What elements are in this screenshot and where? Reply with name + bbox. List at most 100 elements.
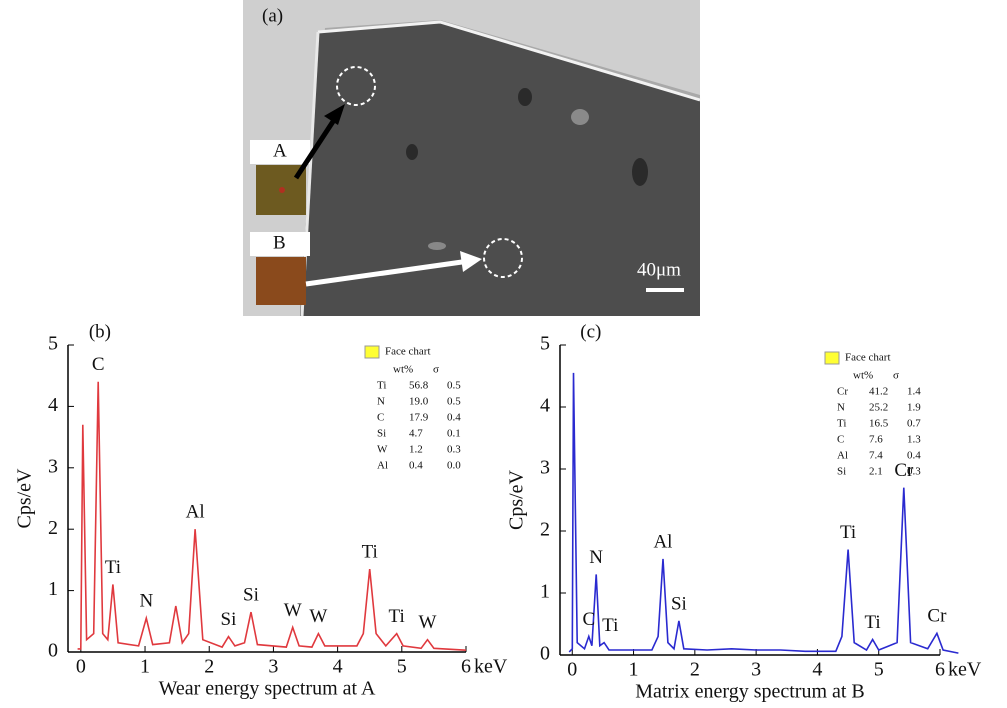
peak-label: W <box>419 612 437 633</box>
table-cell: 25.2 <box>869 402 888 414</box>
peak-label: Al <box>186 502 205 523</box>
y-axis-label: Cps/eV <box>506 469 528 530</box>
panel-label: (b) <box>89 321 111 342</box>
peak-label: Si <box>671 593 687 614</box>
panel-label: (a) <box>262 5 283 26</box>
peak-label: Ti <box>362 541 378 562</box>
legend-title: Face chart <box>385 346 431 358</box>
table-cell: N <box>837 402 845 414</box>
inset-a-spot <box>279 187 285 193</box>
legend-title: Face chart <box>845 352 891 364</box>
x-axis-label: Wear energy spectrum at A <box>159 678 376 700</box>
x-tick-label: 0 <box>567 659 577 681</box>
peak-label: Ti <box>602 615 618 636</box>
y-tick-label: 4 <box>48 394 58 416</box>
table-cell: Si <box>837 466 846 478</box>
table-cell: Al <box>837 450 848 462</box>
table-cell: 19.0 <box>409 396 429 408</box>
table-header: wt% <box>853 370 873 382</box>
peak-label: Si <box>243 584 259 605</box>
table-cell: 2.1 <box>869 466 883 478</box>
table-header: σ <box>893 370 899 382</box>
x-unit: keV <box>474 656 508 678</box>
y-tick-label: 2 <box>540 519 550 541</box>
table-cell: 0.4 <box>447 412 461 424</box>
x-tick-label: 0 <box>76 656 86 678</box>
x-tick-label: 4 <box>333 656 343 678</box>
peak-label: Ti <box>105 557 121 578</box>
sem-pit <box>518 88 532 106</box>
inset-label: B <box>273 232 286 253</box>
y-tick-label: 5 <box>48 333 58 355</box>
y-axis-label: Cps/eV <box>14 468 36 529</box>
table-cell: C <box>837 434 844 446</box>
table-cell: C <box>377 412 384 424</box>
legend-swatch <box>825 352 839 364</box>
x-tick-label: 6 <box>461 656 471 678</box>
y-tick-label: 0 <box>540 643 550 665</box>
peak-label: Ti <box>840 522 856 543</box>
peak-label: N <box>139 591 153 612</box>
table-cell: 0.4 <box>907 450 921 462</box>
peak-label: Ti <box>864 612 880 633</box>
peak-label: Si <box>221 609 237 630</box>
table-header: wt% <box>393 364 413 376</box>
peak-label: Cr <box>927 606 947 627</box>
table-cell: 0.5 <box>447 380 461 392</box>
table-cell: Ti <box>837 418 846 430</box>
table-cell: 16.5 <box>869 418 889 430</box>
peak-label: W <box>284 600 302 621</box>
sem-particle <box>571 109 589 125</box>
table-cell: 56.8 <box>409 380 429 392</box>
table-cell: Al <box>377 460 388 472</box>
table-cell: 1.2 <box>409 444 423 456</box>
x-axis-label: Matrix energy spectrum at B <box>635 681 865 703</box>
y-tick-label: 2 <box>48 517 58 539</box>
table-cell: 0.0 <box>447 460 461 472</box>
table-cell: 17.9 <box>409 412 429 424</box>
sem-image: A B (a) 40μm <box>243 0 700 316</box>
table-cell: Si <box>377 428 386 440</box>
inset-label: A <box>273 140 287 161</box>
x-tick-label: 3 <box>751 659 761 681</box>
x-tick-label: 5 <box>874 659 884 681</box>
y-tick-label: 5 <box>540 333 550 355</box>
table-cell: 4.7 <box>409 428 423 440</box>
x-tick-label: 4 <box>812 659 822 681</box>
table-cell: Cr <box>837 386 848 398</box>
inset-b <box>256 257 306 305</box>
x-tick-label: 2 <box>204 656 214 678</box>
y-tick-label: 3 <box>540 457 550 479</box>
peak-label: Al <box>653 531 672 552</box>
table-cell: 41.2 <box>869 386 888 398</box>
peak-label: W <box>309 606 327 627</box>
spectrum-line <box>569 373 958 653</box>
x-tick-label: 5 <box>397 656 407 678</box>
table-cell: W <box>377 444 388 456</box>
x-tick-label: 3 <box>268 656 278 678</box>
sem-pit <box>406 144 418 160</box>
x-tick-label: 1 <box>140 656 150 678</box>
table-cell: 1.3 <box>907 434 921 446</box>
table-cell: 0.1 <box>447 428 461 440</box>
peak-label: Ti <box>389 606 405 627</box>
table-cell: 7.4 <box>869 450 883 462</box>
table-cell: 1.4 <box>907 386 921 398</box>
table-header: σ <box>433 364 439 376</box>
table-cell: N <box>377 396 385 408</box>
x-tick-label: 1 <box>629 659 639 681</box>
spectrum-line <box>78 382 466 650</box>
peak-label: C <box>582 609 595 630</box>
table-cell: 0.7 <box>907 418 921 430</box>
y-tick-label: 0 <box>48 640 58 662</box>
table-cell: Ti <box>377 380 386 392</box>
scale-label: 40μm <box>637 259 681 280</box>
panel-label: (c) <box>580 321 601 342</box>
y-tick-label: 1 <box>540 581 550 603</box>
table-cell: 0.5 <box>447 396 461 408</box>
x-unit: keV <box>948 659 982 681</box>
sem-pit <box>632 158 648 186</box>
y-tick-label: 3 <box>48 455 58 477</box>
